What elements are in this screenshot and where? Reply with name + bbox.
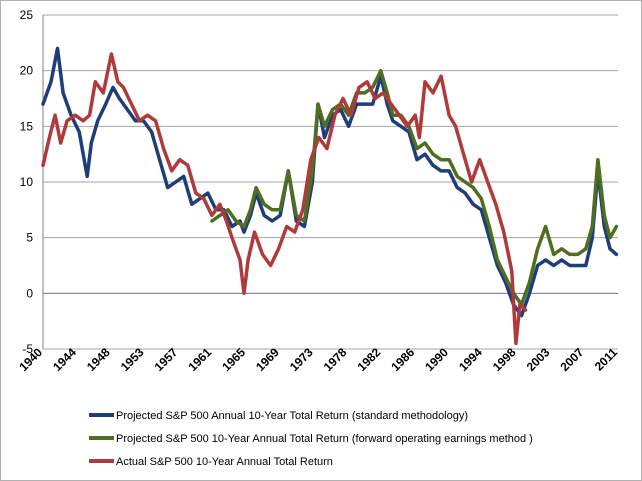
y-tick-label: 15 [20, 119, 34, 133]
y-tick-label: 5 [26, 231, 33, 245]
legend-label: Projected S&P 500 10-Year Annual Total R… [116, 433, 533, 445]
series-line-3 [41, 52, 528, 346]
x-tick-label: 1940 [16, 345, 45, 374]
legend: Projected S&P 500 Annual 10-Year Total R… [89, 410, 533, 468]
y-tick-label: 20 [20, 64, 34, 78]
y-tick-label: -5 [22, 342, 33, 356]
y-tick-label: 25 [20, 8, 34, 22]
series-line-2 [210, 68, 619, 307]
legend-label: Projected S&P 500 Annual 10-Year Total R… [116, 410, 468, 422]
series-lines [41, 46, 619, 346]
y-tick-labels: -5 0 5 10 15 20 25 [20, 8, 34, 356]
y-tick-label: 0 [26, 286, 33, 300]
y-tick-label: 10 [20, 175, 34, 189]
gridlines [43, 14, 618, 350]
legend-label: Actual S&P 500 10-Year Annual Total Retu… [116, 456, 333, 468]
axes [42, 15, 618, 349]
